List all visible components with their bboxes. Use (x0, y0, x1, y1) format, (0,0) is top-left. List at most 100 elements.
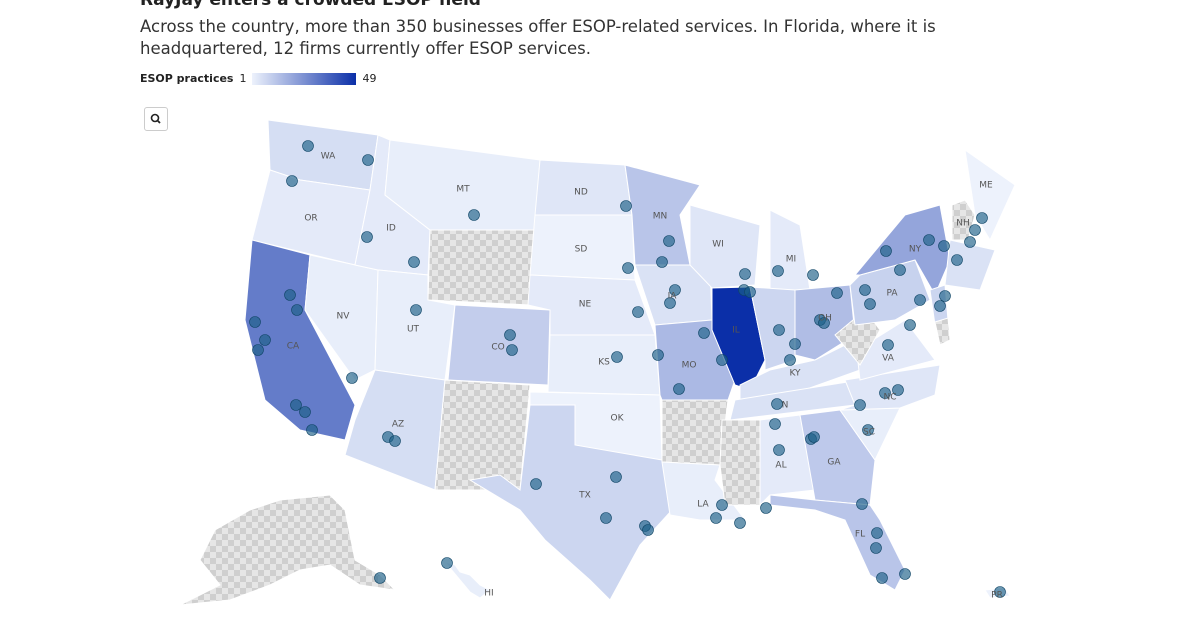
state (304, 254, 379, 381)
location-dot (632, 306, 644, 318)
state-label: LA (697, 500, 709, 510)
state-label: CA (287, 342, 300, 352)
state (384, 139, 541, 231)
location-dot (771, 398, 783, 410)
location-dot (306, 424, 318, 436)
state (689, 204, 761, 289)
state (849, 259, 931, 326)
state-label: PA (886, 289, 898, 299)
location-dot (892, 384, 904, 396)
state-label: NV (337, 312, 351, 322)
state-label: OR (304, 214, 317, 224)
state-label: MO (682, 361, 697, 371)
state-label: SD (575, 245, 588, 255)
state (834, 309, 881, 366)
location-dot (951, 254, 963, 266)
state-label: MN (653, 212, 668, 222)
state-label: CO (491, 343, 504, 353)
location-dot (904, 319, 916, 331)
location-dot (600, 512, 612, 524)
state (344, 369, 446, 491)
location-dot (870, 542, 882, 554)
state-label: GA (827, 458, 841, 468)
location-dot (642, 524, 654, 536)
state (944, 239, 996, 291)
location-dot (259, 334, 271, 346)
location-dot (663, 235, 675, 247)
state (447, 304, 551, 386)
state (929, 284, 949, 326)
state (634, 264, 713, 326)
location-dot (938, 240, 950, 252)
location-dot (506, 344, 518, 356)
location-dot (346, 372, 358, 384)
state (794, 284, 856, 361)
state (839, 407, 901, 461)
state (739, 339, 861, 401)
state (711, 286, 766, 391)
state (854, 319, 936, 381)
state (984, 587, 1011, 599)
state-label: NE (579, 300, 592, 310)
state-label: OK (611, 414, 625, 424)
state-label: IL (732, 326, 740, 336)
legend-min: 1 (239, 72, 247, 85)
state-label: ME (979, 181, 993, 191)
location-dot (710, 512, 722, 524)
location-dot (772, 265, 784, 277)
location-dot (773, 444, 785, 456)
location-dot (882, 339, 894, 351)
location-dot (652, 349, 664, 361)
state-label: IA (668, 292, 678, 302)
location-dot (610, 471, 622, 483)
state-label: KY (789, 369, 801, 379)
state (769, 209, 811, 296)
search-icon (150, 113, 161, 124)
location-dot (734, 517, 746, 529)
state-label: AL (775, 461, 786, 471)
legend-max: 49 (362, 72, 377, 85)
location-dot (252, 344, 264, 356)
state (529, 214, 636, 281)
state-label: OH (818, 314, 832, 324)
location-dot (504, 329, 516, 341)
location-dot (914, 294, 926, 306)
state (468, 404, 673, 601)
state (244, 239, 356, 441)
state-label: KS (598, 358, 610, 368)
subtitle: Across the country, more than 350 busine… (140, 17, 936, 58)
location-dot (859, 284, 871, 296)
location-dot (620, 200, 632, 212)
location-dot (976, 212, 988, 224)
location-dot (673, 383, 685, 395)
location-dot (382, 431, 394, 443)
state (799, 409, 876, 506)
state-label: WA (321, 152, 336, 162)
location-dot (374, 572, 386, 584)
state-label: TX (578, 491, 591, 501)
location-dot (760, 502, 772, 514)
search-button[interactable] (144, 107, 168, 131)
location-dot (389, 435, 401, 447)
state (624, 164, 701, 266)
location-dot (302, 140, 314, 152)
location-dot (969, 224, 981, 236)
location-dot (939, 290, 951, 302)
location-dot (831, 287, 843, 299)
state (354, 134, 431, 276)
location-dot (744, 286, 756, 298)
location-dot (664, 297, 676, 309)
state (527, 274, 656, 336)
location-dot (284, 289, 296, 301)
location-dot (669, 284, 681, 296)
location-dot (361, 231, 373, 243)
state (934, 317, 951, 346)
location-dot (716, 499, 728, 511)
state-label: PR (991, 591, 1003, 601)
state-label: NC (883, 393, 896, 403)
state-label: ND (574, 188, 588, 198)
location-dot (249, 316, 261, 328)
state (443, 561, 491, 599)
state (759, 414, 816, 507)
